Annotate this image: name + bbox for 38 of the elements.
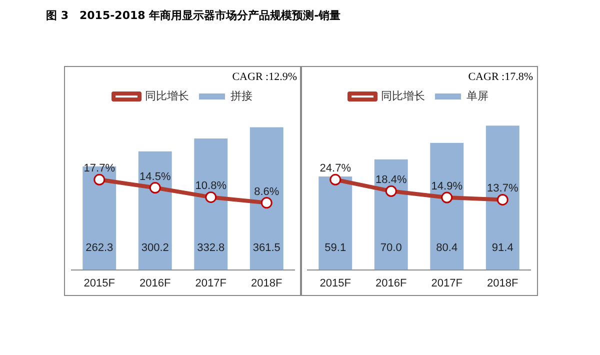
bar: [486, 126, 520, 270]
data-label: 70.0: [380, 242, 402, 254]
x-tick-label: 2018F: [487, 277, 518, 290]
data-label: 18.4%: [376, 174, 407, 186]
bar: [250, 127, 284, 270]
data-label: 91.4: [492, 242, 514, 254]
x-tick-label: 2016F: [140, 277, 171, 290]
data-label: 80.4: [436, 242, 458, 254]
data-label: 262.3: [86, 242, 114, 254]
bar: [194, 138, 228, 270]
text: CAGR :17.8%: [468, 71, 533, 83]
data-label: 10.8%: [195, 180, 227, 192]
x-tick-label: 2017F: [431, 277, 463, 290]
data-label: 13.7%: [487, 182, 518, 195]
data-label: 17.7%: [84, 162, 116, 175]
x-tick-label: 2015F: [320, 277, 352, 290]
data-label: 361.5: [252, 242, 280, 254]
x-tick-label: 2016F: [376, 277, 407, 290]
x-tick-label: 2017F: [195, 277, 227, 290]
legend-label: 同比增长: [381, 90, 425, 103]
bar: [374, 159, 408, 270]
text: CAGR :12.9%: [232, 71, 297, 83]
chart-title: 图 3 2015-2018 年商用显示器市场分产品规模预测-销量: [46, 8, 341, 23]
data-label: 24.7%: [320, 162, 352, 175]
data-label: 59.1: [324, 242, 346, 254]
bar: [430, 142, 464, 270]
data-label: 14.5%: [140, 170, 171, 183]
x-tick-label: 2018F: [251, 277, 282, 290]
data-label: 8.6%: [254, 186, 280, 198]
legend-label: 拼接: [230, 90, 252, 103]
bar: [318, 176, 352, 270]
bar: [138, 151, 172, 270]
legend-label: 同比增长: [145, 90, 189, 103]
data-label: 14.9%: [431, 180, 463, 193]
legend-label: 单屏: [466, 90, 488, 103]
data-label: 300.2: [141, 242, 169, 254]
data-label: 332.8: [197, 242, 225, 254]
x-tick-label: 2015F: [84, 277, 116, 290]
